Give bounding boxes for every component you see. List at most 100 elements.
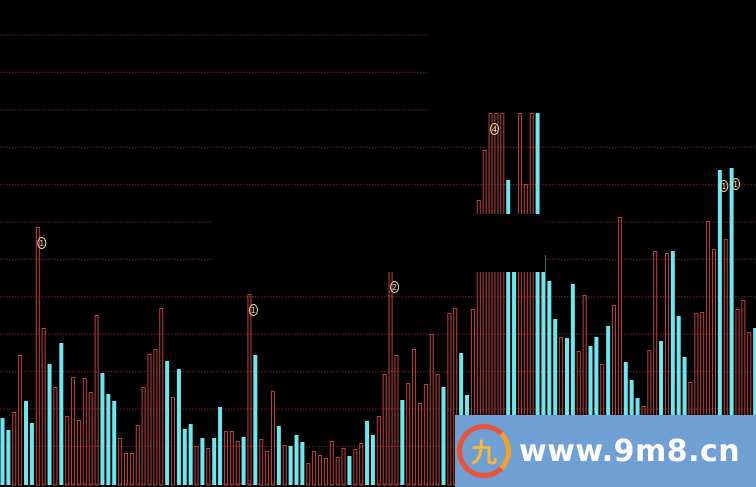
bar-up [265, 451, 270, 486]
bar-up [153, 349, 158, 486]
bar-up [35, 227, 40, 486]
bar-down [441, 387, 446, 485]
bar-up [259, 439, 264, 486]
bar-up [382, 374, 387, 486]
bar-down [753, 328, 756, 485]
bar-up [18, 355, 23, 486]
bar-down [47, 364, 52, 485]
bar-up [447, 313, 452, 486]
bar-down [188, 424, 193, 485]
bar-up [12, 412, 17, 486]
bar-down [276, 426, 281, 485]
bar-up [53, 387, 58, 486]
annotation-circle [731, 178, 741, 190]
bar-up [412, 349, 417, 486]
annotation-circle [37, 237, 47, 249]
bar-down [729, 168, 734, 485]
bar-down [29, 423, 34, 485]
annotation-circle [719, 180, 729, 192]
bar-down [106, 394, 111, 485]
bar-down [200, 438, 205, 485]
bar-up [318, 455, 323, 486]
bar-up [159, 308, 164, 486]
bar-up [335, 457, 340, 486]
bar-up [306, 463, 311, 486]
bar-up [76, 420, 81, 486]
blank-region [427, 0, 756, 113]
watermark: 九 www.9m8.cn [455, 415, 756, 487]
annotation-label: 1 [733, 180, 738, 189]
bar-up [282, 445, 287, 486]
bar-up [417, 403, 422, 486]
bar-down [24, 401, 29, 485]
bar-down [365, 421, 370, 485]
bar-up [329, 441, 334, 486]
bar-down [676, 316, 681, 485]
annotation-label: 1 [251, 306, 256, 315]
bar-up [353, 449, 358, 486]
annotation-circle [490, 123, 500, 135]
bar-up [141, 387, 146, 486]
annotation-label: 2 [392, 283, 397, 292]
bar-up [435, 374, 440, 486]
bar-down [294, 435, 299, 485]
bar-up [65, 416, 70, 486]
bar-down [594, 337, 599, 485]
annotation-label: 1 [39, 239, 44, 248]
bar-down [218, 407, 223, 485]
bar-up [406, 383, 411, 486]
bar-down [506, 180, 511, 485]
blank-region [213, 214, 545, 272]
bar-up [423, 384, 428, 486]
bar-up [206, 448, 211, 486]
bar-down [512, 255, 517, 485]
bar-down [59, 343, 64, 485]
bar-down [300, 442, 305, 485]
bar-down [370, 435, 375, 485]
bar-down [182, 429, 187, 485]
annotation-circle [248, 304, 258, 316]
bar-up [135, 425, 140, 486]
bar-up [41, 328, 46, 486]
bar-down [212, 438, 217, 485]
bar-up [82, 378, 87, 486]
bar-down [547, 281, 552, 485]
bar-up [323, 458, 328, 486]
bar-up [94, 315, 99, 486]
bar-down [541, 255, 546, 485]
bar-up [429, 334, 434, 486]
bar-down [717, 170, 722, 485]
bar-up [394, 355, 399, 486]
bar-down [0, 418, 5, 485]
bar-down [570, 284, 575, 485]
bar-down [535, 113, 540, 485]
annotation-circle [390, 281, 400, 293]
bar-up [88, 392, 93, 486]
bar-down [241, 437, 246, 485]
bar-down [6, 430, 11, 485]
bar-up [129, 453, 134, 486]
bar-down [659, 341, 664, 485]
bar-down [347, 456, 352, 485]
bar-up [71, 377, 76, 486]
bar-up [147, 354, 152, 486]
annotation-label: 1 [721, 182, 726, 191]
bar-up [123, 453, 128, 486]
bar-up [235, 441, 240, 486]
bar-down [606, 326, 611, 485]
bar-up [194, 446, 199, 486]
bar-down [253, 355, 258, 485]
bar-down [553, 319, 558, 485]
bar-down [670, 251, 675, 485]
bar-up [312, 451, 317, 486]
bar-up [171, 397, 176, 486]
bar-down [100, 373, 105, 485]
bar-up [341, 448, 346, 486]
bar-down [112, 401, 117, 485]
bar-down [176, 369, 181, 485]
bar-up [359, 443, 364, 486]
watermark-logo-icon: 九 [457, 424, 511, 478]
bar-down [400, 400, 405, 485]
